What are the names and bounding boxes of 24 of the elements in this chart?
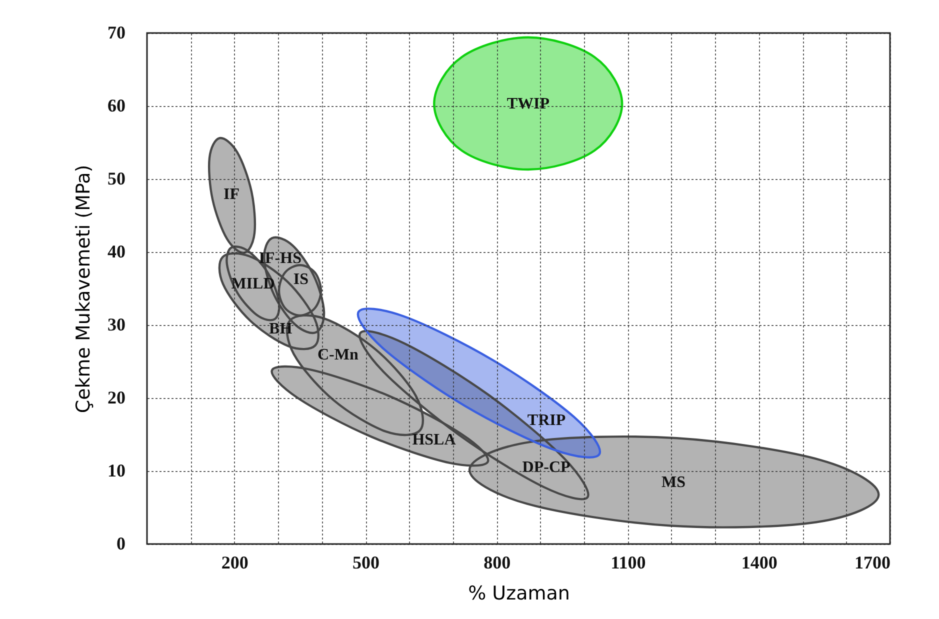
x-tick-label: 1400 [741, 552, 778, 572]
y-tick-label: 60 [108, 96, 126, 116]
x-tick-label: 200 [221, 552, 248, 572]
x-axis-title: % Uzaman [468, 582, 570, 604]
x-tick-label: 800 [484, 552, 511, 572]
y-tick-label: 20 [108, 388, 126, 408]
y-tick-label: 50 [108, 168, 126, 188]
y-tick-label: 40 [108, 242, 126, 262]
y-axis-title: Çekme Mukavemeti (MPa) [72, 164, 94, 414]
series-label: C-Mn [317, 346, 358, 364]
series-label: IS [293, 271, 309, 288]
y-tick-label: 10 [108, 460, 126, 480]
series-label: IF [224, 186, 240, 204]
series-label: TRIP [527, 412, 566, 429]
y-tick-label: 30 [108, 314, 126, 334]
series-label: DP-CP [522, 459, 571, 476]
y-tick-label: 70 [108, 22, 126, 42]
series-label: TWIP [506, 95, 550, 112]
series-label: HSLA [412, 432, 456, 449]
y-tick-label: 0 [116, 534, 126, 554]
series-label: MS [662, 474, 686, 492]
x-tick-label: 1100 [610, 552, 646, 572]
x-tick-label: 1700 [854, 552, 890, 572]
x-tick-label: 500 [352, 552, 380, 572]
